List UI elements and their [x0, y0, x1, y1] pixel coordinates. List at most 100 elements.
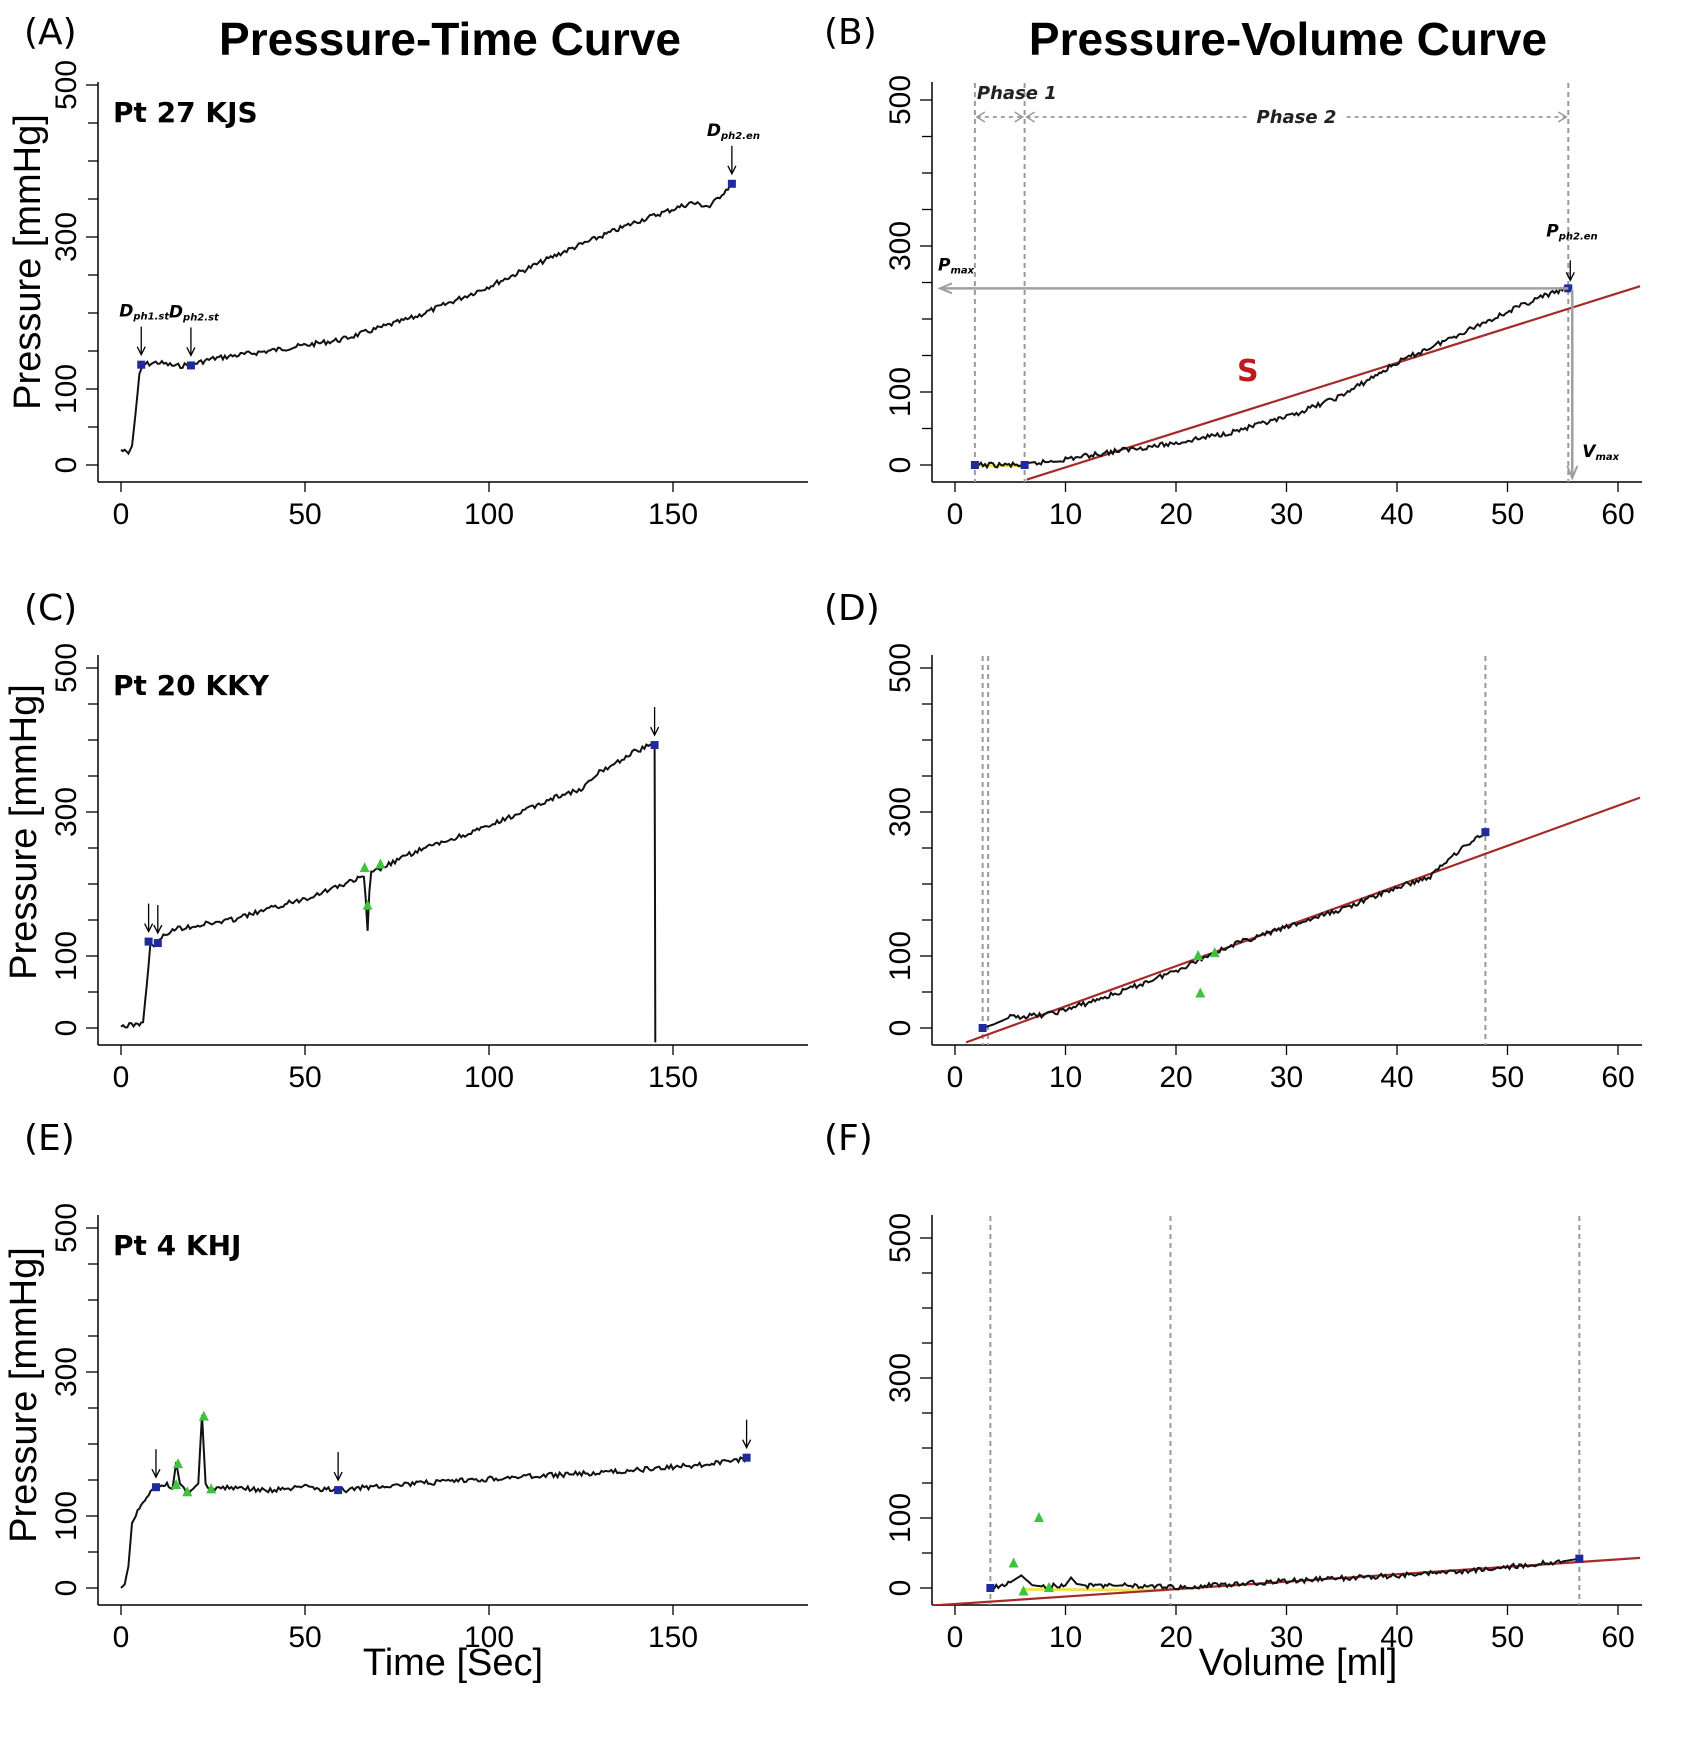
arrow-head: [727, 165, 737, 176]
x-axis-label-time: Time [Sec]: [363, 1642, 543, 1684]
event-label: Dph2.st: [169, 302, 220, 323]
x-tick-label: 30: [1270, 1621, 1303, 1654]
phase-arrowhead: [1014, 111, 1025, 123]
event-marker: [334, 1486, 343, 1495]
x-tick-label: 10: [1049, 1621, 1082, 1654]
y-tick-label: 500: [884, 75, 917, 125]
pressure-curve: [982, 831, 1487, 1029]
y-tick-label: 500: [884, 643, 917, 693]
pressure-curve: [120, 741, 657, 1043]
x-tick-label: 50: [1491, 1621, 1524, 1654]
fit-line: [1026, 285, 1641, 481]
arrow-head: [136, 346, 146, 357]
x-tick-label: 10: [1049, 1061, 1082, 1094]
x-tick-label: 50: [288, 1621, 321, 1654]
x-tick-label: 20: [1159, 1061, 1192, 1094]
x-tick-label: 50: [288, 498, 321, 531]
x-tick-label: 50: [288, 1061, 321, 1094]
y-axis-label-a: Pressure [mmHg]: [7, 114, 49, 410]
y-axis-label-c: Pressure [mmHg]: [3, 684, 45, 980]
x-tick-label: 0: [947, 1061, 964, 1094]
trigger-triangle: [171, 1479, 182, 1490]
trigger-triangle: [1209, 947, 1220, 958]
x-tick-label: 150: [648, 1061, 698, 1094]
x-tick-label: 60: [1601, 498, 1634, 531]
trigger-triangle: [198, 1410, 209, 1421]
event-marker: [986, 1584, 995, 1592]
phase-arrowhead: [975, 111, 986, 123]
trigger-triangle: [1008, 1557, 1019, 1568]
x-tick-label: 10: [1049, 498, 1082, 531]
x-tick-label: 40: [1380, 1061, 1413, 1094]
trigger-triangle: [1018, 1585, 1029, 1596]
y-tick-label: 300: [884, 1353, 917, 1403]
arrow-head: [151, 1468, 161, 1479]
x-tick-label: 0: [113, 1061, 130, 1094]
arrow-head: [1565, 272, 1575, 282]
x-tick-label: 20: [1159, 498, 1192, 531]
arrow-head: [144, 923, 154, 934]
pressure-curve: [120, 1415, 748, 1589]
y-tick-label: 0: [884, 1580, 917, 1597]
x-tick-label: 50: [1491, 498, 1524, 531]
left-title: Pressure-Time Curve: [219, 13, 681, 65]
patient-name: Pt 20 KKY: [113, 669, 270, 702]
x-tick-label: 60: [1601, 1621, 1634, 1654]
x-tick-label: 100: [464, 1061, 514, 1094]
x-tick-label: 30: [1270, 1061, 1303, 1094]
phase1-highlight: [1021, 1587, 1165, 1592]
panel-f: (F) 0 100 300 500 0 10 20 30 40 50 60: [824, 1118, 1642, 1654]
trigger-triangle: [1193, 950, 1204, 960]
y-tick-label: 300: [884, 787, 917, 837]
x-tick-label: 150: [648, 1621, 698, 1654]
arrow-head: [333, 1471, 343, 1482]
x-tick-label: 0: [113, 498, 130, 531]
fit-line: [965, 796, 1641, 1044]
y-tick-label: 100: [884, 931, 917, 981]
x-tick-label: 150: [648, 498, 698, 531]
y-tick-label: 100: [50, 931, 83, 981]
x-tick-label: 30: [1270, 498, 1303, 531]
panel-c: (C) 0 100 300 500 0 50 100 150 Pt 20 KKY: [24, 588, 808, 1094]
x-tick-label: 0: [947, 498, 964, 531]
event-marker: [727, 179, 736, 188]
trigger-triangle: [375, 858, 386, 869]
x-axis-label-volume: Volume [ml]: [1199, 1642, 1398, 1684]
x-tick-label: 100: [464, 1621, 514, 1654]
y-tick-label: 0: [50, 1020, 83, 1037]
x-tick-label: 20: [1159, 1621, 1192, 1654]
panel-label: (C): [24, 588, 77, 629]
pressure-curve: [974, 285, 1570, 470]
panel-label: (B): [824, 12, 877, 53]
right-title: Pressure-Volume Curve: [1029, 13, 1547, 65]
y-tick-label: 100: [884, 367, 917, 417]
arrow-head: [153, 924, 163, 935]
pmax-arrowhead: [937, 282, 953, 295]
arrow-head: [742, 1439, 752, 1450]
trigger-triangle: [359, 862, 370, 873]
event-marker: [1575, 1554, 1584, 1563]
event-label: Dph2.en: [707, 121, 760, 142]
trigger-triangle: [206, 1483, 217, 1494]
pmax-label: Pmax: [938, 255, 975, 276]
panel-label: (D): [824, 588, 880, 629]
pressure-curve: [989, 1557, 1580, 1591]
y-tick-label: 300: [50, 787, 83, 837]
trigger-triangle: [1043, 1582, 1054, 1592]
x-tick-label: 40: [1380, 498, 1413, 531]
event-marker: [978, 1024, 987, 1032]
x-tick-label: 40: [1380, 1621, 1413, 1654]
y-tick-label: 300: [884, 221, 917, 271]
slope-label: S: [1237, 354, 1259, 389]
trigger-triangle: [182, 1486, 193, 1497]
y-axis-label-e: Pressure [mmHg]: [3, 1247, 45, 1543]
point-label: Pph2.en: [1546, 221, 1597, 242]
y-tick-label: 100: [50, 1491, 83, 1541]
phase-arrowhead: [1025, 111, 1036, 123]
y-tick-label: 500: [884, 1213, 917, 1263]
event-marker: [186, 361, 195, 370]
y-tick-label: 0: [50, 457, 83, 474]
trigger-triangle: [1033, 1512, 1044, 1522]
panel-b: (B) 0 100 300 500 0 10 20 30 40 50 60 Phase 1 Phase 2…: [824, 12, 1642, 531]
phase-arrowhead: [1557, 111, 1568, 123]
